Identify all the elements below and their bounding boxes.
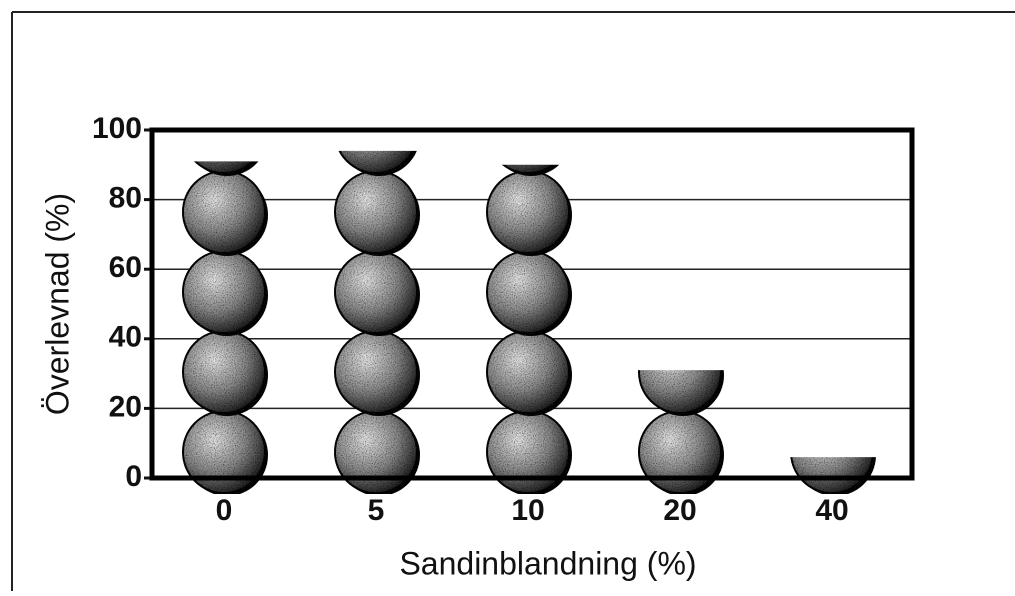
ball	[183, 251, 265, 333]
ball	[487, 251, 569, 333]
y-tick-label: 20	[109, 390, 142, 423]
ball	[183, 331, 265, 413]
ball	[335, 251, 417, 333]
ball	[335, 411, 417, 493]
ball-stack	[335, 91, 420, 496]
x-tick-label: 10	[511, 494, 544, 527]
ball-stack	[791, 411, 876, 496]
ball	[183, 411, 265, 493]
y-tick-label: 60	[109, 251, 142, 284]
y-axis-label: Överlevnad (%)	[39, 193, 75, 415]
x-tick-label: 20	[663, 494, 696, 527]
ball	[335, 171, 417, 253]
ball	[639, 331, 721, 413]
x-tick-label: 0	[216, 494, 233, 527]
ball	[487, 171, 569, 253]
ball	[183, 171, 265, 253]
ball	[335, 331, 417, 413]
ball	[490, 94, 572, 176]
ball	[791, 411, 873, 493]
ball	[487, 331, 569, 413]
y-tick-label: 100	[92, 112, 142, 145]
ball	[639, 411, 721, 493]
ball-stack	[487, 91, 572, 496]
y-tick-label: 0	[125, 460, 142, 493]
y-tick-label: 40	[109, 321, 142, 354]
ball	[487, 411, 569, 493]
x-tick-label: 40	[815, 494, 848, 527]
ball-stack	[639, 331, 724, 496]
y-tick-label: 80	[109, 182, 142, 215]
ball-stack	[183, 91, 268, 496]
chart: Överlevnad (%) Sandinblandning (%) 0 20 40…	[0, 0, 1015, 591]
x-axis-label: Sandinblandning (%)	[399, 545, 696, 581]
x-tick-label: 5	[368, 494, 385, 527]
